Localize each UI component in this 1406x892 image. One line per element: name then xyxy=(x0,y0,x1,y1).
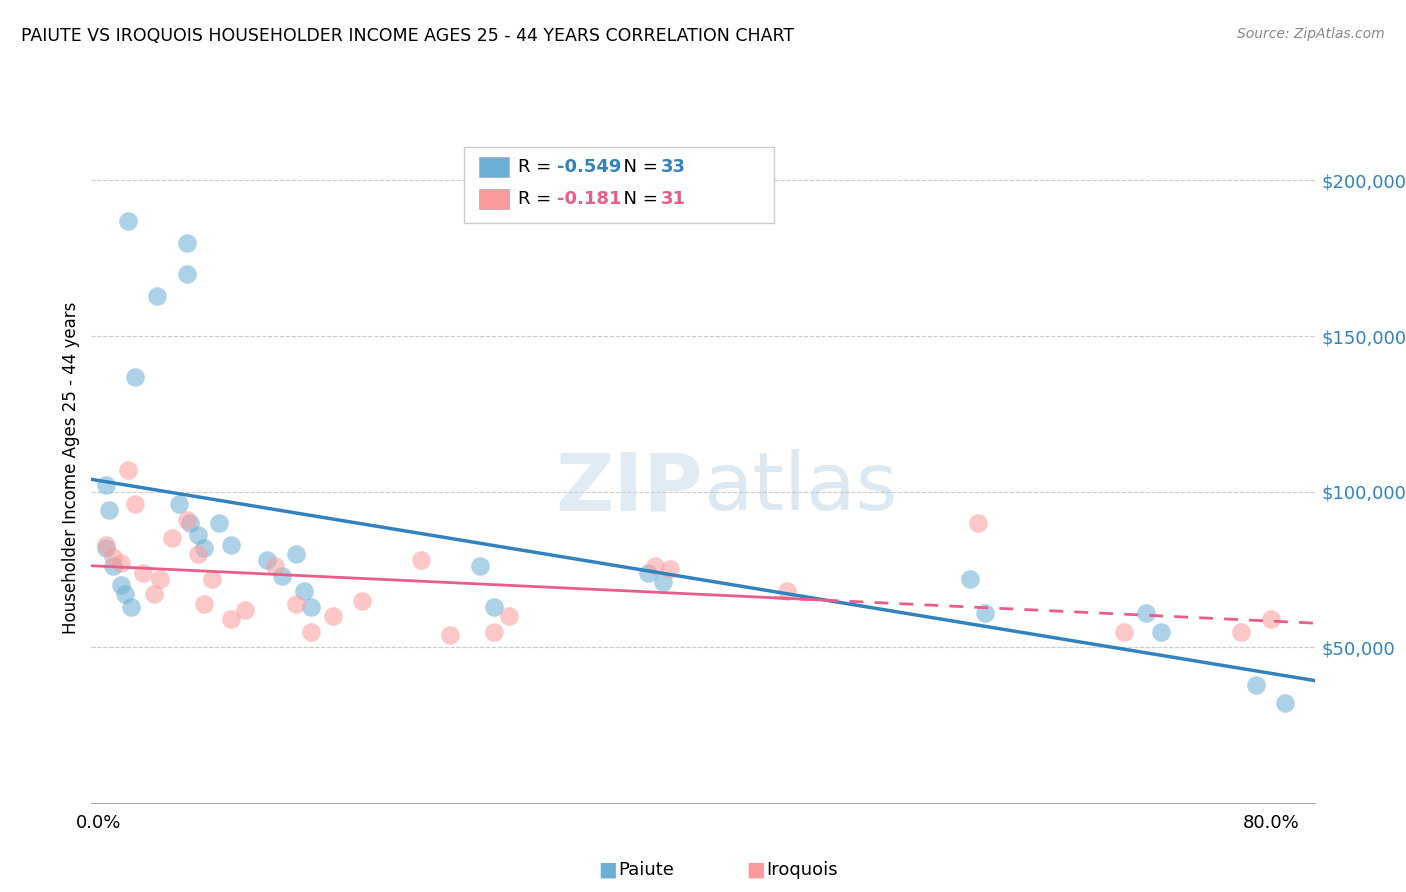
Point xyxy=(1150,624,1173,639)
Text: R =: R = xyxy=(517,158,557,176)
Point xyxy=(187,547,209,561)
Point xyxy=(409,553,432,567)
Point xyxy=(176,267,198,281)
Point xyxy=(299,624,322,639)
Point xyxy=(103,559,125,574)
Point xyxy=(193,541,215,555)
Point xyxy=(219,612,242,626)
Point xyxy=(124,497,146,511)
Point xyxy=(637,566,659,580)
Point xyxy=(160,531,183,545)
Point xyxy=(285,547,308,561)
Text: Source: ZipAtlas.com: Source: ZipAtlas.com xyxy=(1237,27,1385,41)
Text: 31: 31 xyxy=(661,190,686,208)
Point xyxy=(94,541,117,555)
Point xyxy=(124,369,146,384)
Point xyxy=(117,463,139,477)
Text: -0.549: -0.549 xyxy=(557,158,621,176)
Point xyxy=(169,497,191,511)
Point xyxy=(176,235,198,250)
Text: N =: N = xyxy=(612,158,664,176)
Text: ▪: ▪ xyxy=(598,855,619,884)
Point xyxy=(179,516,201,530)
Point xyxy=(644,559,666,574)
Point xyxy=(1260,612,1282,626)
Point xyxy=(299,599,322,614)
Text: 33: 33 xyxy=(661,158,686,176)
Point xyxy=(352,593,374,607)
Text: atlas: atlas xyxy=(703,450,897,527)
Point xyxy=(468,559,491,574)
Point xyxy=(94,537,117,551)
Point xyxy=(263,559,285,574)
Point xyxy=(187,528,209,542)
Point xyxy=(98,503,121,517)
Point xyxy=(974,606,997,620)
Point xyxy=(143,587,166,601)
Point xyxy=(256,553,278,567)
Text: Iroquois: Iroquois xyxy=(766,861,838,879)
Point xyxy=(117,214,139,228)
Point xyxy=(233,603,256,617)
Point xyxy=(120,599,142,614)
Point xyxy=(200,572,222,586)
Point xyxy=(322,609,344,624)
Point xyxy=(292,584,315,599)
Point xyxy=(484,624,506,639)
Point xyxy=(110,578,132,592)
Text: R =: R = xyxy=(517,190,557,208)
Point xyxy=(1135,606,1157,620)
Text: N =: N = xyxy=(612,190,664,208)
Point xyxy=(149,572,172,586)
Point xyxy=(1274,696,1296,710)
Text: -0.181: -0.181 xyxy=(557,190,621,208)
Text: ZIP: ZIP xyxy=(555,450,703,527)
Point xyxy=(1230,624,1253,639)
Point xyxy=(131,566,153,580)
Point xyxy=(219,537,242,551)
Text: ▪: ▪ xyxy=(745,855,766,884)
Point xyxy=(146,288,169,302)
Point xyxy=(114,587,136,601)
Point xyxy=(285,597,308,611)
Point xyxy=(498,609,520,624)
Point xyxy=(208,516,231,530)
Point xyxy=(1114,624,1136,639)
Text: Paiute: Paiute xyxy=(619,861,675,879)
Point xyxy=(270,568,292,582)
Y-axis label: Householder Income Ages 25 - 44 years: Householder Income Ages 25 - 44 years xyxy=(62,302,80,634)
Point xyxy=(103,549,125,564)
Point xyxy=(659,562,682,576)
Point xyxy=(94,478,117,492)
Point xyxy=(959,572,981,586)
Point xyxy=(193,597,215,611)
Point xyxy=(484,599,506,614)
Point xyxy=(966,516,988,530)
Point xyxy=(1244,677,1267,691)
Text: PAIUTE VS IROQUOIS HOUSEHOLDER INCOME AGES 25 - 44 YEARS CORRELATION CHART: PAIUTE VS IROQUOIS HOUSEHOLDER INCOME AG… xyxy=(21,27,794,45)
Point xyxy=(776,584,799,599)
Point xyxy=(176,513,198,527)
Point xyxy=(651,574,673,589)
Point xyxy=(110,556,132,570)
Point xyxy=(439,628,461,642)
